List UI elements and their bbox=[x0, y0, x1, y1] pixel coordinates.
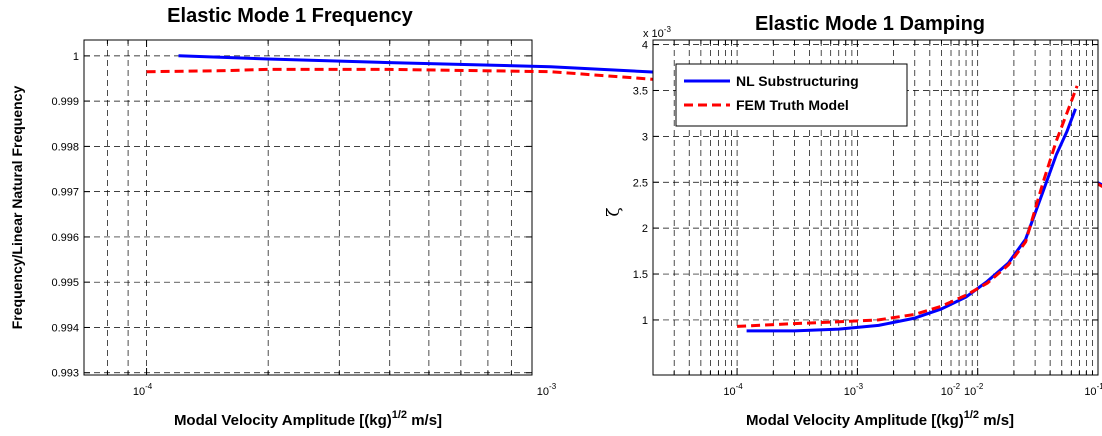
x-axis-label-main: Modal Velocity Amplitude [(kg) bbox=[746, 412, 964, 429]
y-axis-multiplier-base: x 10 bbox=[643, 28, 664, 40]
x-tick-base: 10 bbox=[844, 386, 856, 398]
y-tick-label: 2.5 bbox=[633, 177, 648, 189]
x-tick-base: 10 bbox=[1084, 386, 1096, 398]
x-tick-base: 10 bbox=[941, 386, 953, 398]
y-tick-label: 3 bbox=[642, 131, 648, 143]
x-tick-label: 10-3 bbox=[844, 382, 864, 398]
x-axis-label: Modal Velocity Amplitude [(kg)1/2 m/s] bbox=[746, 409, 1014, 429]
y-tick-label: 0.996 bbox=[51, 232, 79, 244]
axes-frame bbox=[652, 39, 1099, 376]
series-line-fem-truth-model bbox=[737, 85, 1079, 328]
x-tick-exponent: -2 bbox=[953, 382, 961, 391]
y-tick-label: 1 bbox=[73, 51, 79, 63]
x-tick-exponent: -4 bbox=[145, 382, 153, 391]
x-axis-label-sup: 1/2 bbox=[392, 409, 407, 421]
x-tick-base: 10 bbox=[964, 386, 976, 398]
legend-label: NL Substructuring bbox=[736, 73, 859, 89]
x-tick-label: 10-2 bbox=[941, 382, 961, 398]
y-tick-label: 0.998 bbox=[51, 141, 79, 153]
x-tick-exponent: -1 bbox=[1097, 382, 1102, 391]
plot-area bbox=[84, 40, 532, 375]
y-tick-label: 0.994 bbox=[51, 322, 79, 334]
y-tick-label: 0.997 bbox=[51, 187, 79, 199]
y-axis-label: Frequency/Linear Natural Frequency bbox=[9, 86, 25, 330]
y-tick-label: 4 bbox=[642, 40, 648, 52]
y-tick-label: 0.993 bbox=[51, 368, 79, 380]
axes-frame bbox=[83, 39, 533, 376]
y-tick-label: 2 bbox=[642, 223, 648, 235]
y-tick-label: 0.995 bbox=[51, 277, 79, 289]
x-tick-base: 10 bbox=[537, 386, 549, 398]
y-tick-label: 1 bbox=[642, 315, 648, 327]
y-axis-multiplier-exp: -3 bbox=[664, 25, 672, 34]
x-axis-label-tail: m/s] bbox=[407, 412, 442, 429]
x-tick-label: 10-3 bbox=[537, 382, 557, 398]
y-axis-label: ζ bbox=[604, 207, 624, 216]
y-tick-label: 1.5 bbox=[633, 269, 648, 281]
x-axis-label-main: Modal Velocity Amplitude [(kg) bbox=[174, 412, 392, 429]
x-tick-exponent: -4 bbox=[736, 382, 744, 391]
x-tick-exponent: -3 bbox=[856, 382, 864, 391]
legend-label: FEM Truth Model bbox=[736, 97, 849, 113]
x-tick-label: 10-1 bbox=[1084, 382, 1102, 398]
y-axis-multiplier: x 10-3 bbox=[643, 25, 671, 40]
x-tick-base: 10 bbox=[133, 386, 145, 398]
x-axis-label-sup: 1/2 bbox=[964, 409, 979, 421]
x-tick-exponent: -3 bbox=[549, 382, 557, 391]
y-tick-label: 0.999 bbox=[51, 96, 79, 108]
x-axis-label: Modal Velocity Amplitude [(kg)1/2 m/s] bbox=[174, 409, 442, 429]
chart-title: Elastic Mode 1 Frequency bbox=[167, 5, 414, 27]
x-tick-label: 10-2 bbox=[964, 382, 984, 398]
chart-title: Elastic Mode 1 Damping bbox=[755, 13, 985, 35]
x-axis-label-tail: m/s] bbox=[979, 412, 1014, 429]
x-tick-exponent: -2 bbox=[976, 382, 984, 391]
x-tick-base: 10 bbox=[723, 386, 735, 398]
legend: NL Substructuring FEM Truth Model bbox=[675, 63, 908, 127]
x-tick-label: 10-4 bbox=[133, 382, 153, 398]
legend-box bbox=[675, 63, 908, 127]
y-tick-label: 3.5 bbox=[633, 85, 648, 97]
chart-frequency: 0.9930.9940.9950.9960.9970.9980.999110-4… bbox=[9, 5, 1102, 429]
x-tick-label: 10-4 bbox=[723, 382, 743, 398]
